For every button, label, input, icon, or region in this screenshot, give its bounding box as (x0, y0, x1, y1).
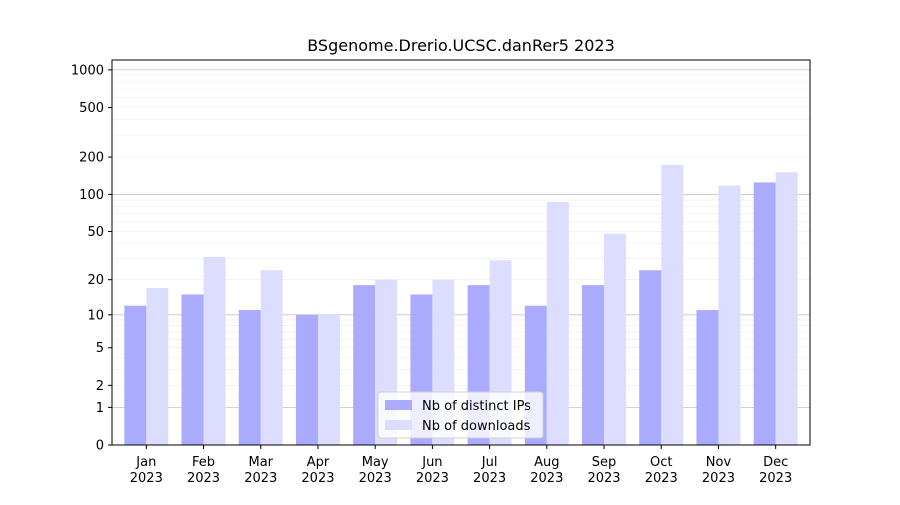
x-tick-label: Apr 2023 (301, 455, 334, 486)
x-tick-label: Jul 2023 (473, 455, 506, 486)
bar-downloads (146, 288, 169, 445)
legend-swatch (385, 420, 412, 430)
bar-distinct-ips (639, 270, 662, 445)
y-tick-label: 500 (79, 101, 104, 116)
y-tick-label: 2 (96, 379, 104, 394)
bar-distinct-ips (295, 314, 318, 445)
chart-title: BSgenome.Drerio.UCSC.danRer5 2023 (307, 36, 615, 55)
y-tick-label: 1000 (71, 63, 104, 78)
y-tick-label: 100 (79, 188, 104, 203)
x-tick-label: Jun 2023 (416, 455, 449, 486)
legend-box (377, 391, 544, 439)
bar-distinct-ips (181, 294, 204, 445)
bar-downloads (260, 270, 283, 445)
bar-downloads (775, 172, 798, 446)
y-tick-label: 200 (79, 151, 104, 166)
legend-swatch (385, 400, 412, 410)
y-tick-label: 5 (96, 341, 104, 356)
legend-label: Nb of downloads (422, 419, 531, 434)
x-tick-label: Sep 2023 (587, 455, 620, 486)
bar-distinct-ips (696, 310, 719, 445)
bar-distinct-ips (753, 182, 776, 445)
x-tick-label: Mar 2023 (244, 455, 277, 486)
y-tick-label: 50 (87, 225, 104, 240)
bar-downloads (604, 233, 627, 445)
y-tick-label: 10 (87, 308, 104, 323)
x-tick-label: Aug 2023 (530, 455, 563, 486)
y-tick-label: 0 (96, 439, 104, 454)
bar-distinct-ips (124, 305, 147, 445)
plot-frame (111, 59, 811, 446)
legend-label: Nb of distinct IPs (422, 399, 531, 414)
y-tick-label: 20 (87, 273, 104, 288)
bar-distinct-ips (353, 285, 376, 445)
bar-downloads (317, 314, 340, 445)
bar-distinct-ips (238, 310, 261, 445)
bar-downloads (203, 256, 226, 445)
x-tick-label: Oct 2023 (645, 455, 678, 486)
x-tick-label: Dec 2023 (759, 455, 792, 486)
bar-downloads (718, 185, 741, 445)
x-axis: Jan 2023 Feb 2023 Mar 2023 Apr 2023 May 2023 Jun 20… (130, 445, 792, 486)
legend: Nb of distinct IPs Nb of downloads (377, 391, 544, 439)
x-tick-label: Jan 2023 (130, 455, 163, 486)
x-tick-label: Feb 2023 (187, 455, 220, 486)
bar-downloads (661, 164, 684, 446)
bar-downloads (546, 201, 569, 445)
y-tick-label: 1 (96, 401, 104, 416)
x-tick-label: May 2023 (359, 455, 392, 486)
y-axis: 0 1 2 5 10 20 50 100 200 500 1000 (71, 63, 112, 454)
bar-distinct-ips (582, 285, 605, 445)
x-tick-label: Nov 2023 (702, 455, 735, 486)
